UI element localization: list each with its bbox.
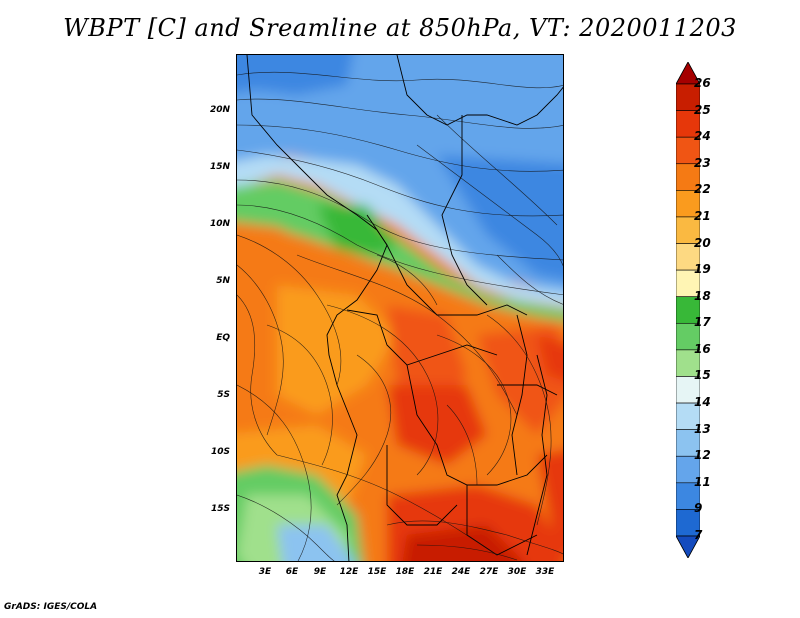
lat-label-5n: 5N bbox=[216, 276, 230, 286]
lon-label-15e: 15E bbox=[367, 567, 387, 577]
colorbar-bin bbox=[676, 216, 700, 244]
colorbar-label: 22 bbox=[694, 182, 711, 197]
colorbar-label: 16 bbox=[694, 341, 711, 356]
lon-label-9e: 9E bbox=[313, 567, 327, 577]
colorbar-bin bbox=[676, 110, 700, 138]
colorbar-label: 11 bbox=[694, 474, 711, 489]
colorbar-label: 15 bbox=[694, 368, 711, 383]
lon-label-21e: 21E bbox=[423, 567, 443, 577]
wbpt-field-map bbox=[237, 55, 563, 561]
streamlines bbox=[237, 71, 563, 561]
colorbar-bin bbox=[676, 243, 700, 271]
lat-label-10n: 10N bbox=[209, 219, 230, 229]
colorbar-label: 7 bbox=[694, 528, 703, 542]
lon-label-24e: 24E bbox=[451, 567, 471, 577]
map-title: WBPT [C] and Sreamline at 850hPa, VT: 20… bbox=[63, 14, 737, 42]
map-panel bbox=[236, 54, 564, 562]
colorbar-label: 12 bbox=[694, 448, 711, 463]
lat-label-15s: 15S bbox=[210, 504, 230, 514]
lon-label-6e: 6E bbox=[285, 567, 299, 577]
colorbar-bin bbox=[676, 163, 700, 191]
colorbar-label: 9 bbox=[694, 501, 703, 516]
colorbar-bin bbox=[676, 349, 700, 377]
colorbar-bin bbox=[676, 136, 700, 165]
lon-label-27e: 27E bbox=[479, 567, 499, 577]
lon-label-18e: 18E bbox=[395, 567, 415, 577]
colorbar bbox=[676, 62, 700, 558]
colorbar-label: 18 bbox=[694, 288, 711, 303]
lon-label-30e: 30E bbox=[507, 567, 527, 577]
colorbar-label: 26 bbox=[694, 76, 711, 90]
wbpt-shading bbox=[237, 55, 563, 561]
lat-label-eq: EQ bbox=[216, 333, 230, 343]
colorbar-label: 23 bbox=[694, 155, 711, 170]
lon-label-12e: 12E bbox=[339, 567, 359, 577]
colorbar-bin bbox=[676, 269, 700, 298]
lat-label-5s: 5S bbox=[217, 390, 230, 400]
lat-label-20n: 20N bbox=[209, 105, 230, 115]
colorbar-label: 24 bbox=[694, 129, 711, 144]
colorbar-label: 14 bbox=[694, 395, 711, 410]
lat-label-10s: 10S bbox=[210, 447, 230, 457]
colorbar-bin bbox=[676, 429, 700, 457]
country-borders bbox=[246, 55, 563, 561]
colorbar-label: 17 bbox=[694, 315, 711, 330]
colorbar-bin bbox=[676, 482, 700, 510]
colorbar-label: 20 bbox=[694, 235, 711, 250]
colorbar-label: 25 bbox=[694, 102, 711, 117]
colorbar-arrow-bottom bbox=[676, 535, 700, 558]
lon-label-33e: 33E bbox=[535, 567, 555, 577]
colorbar-label: 13 bbox=[694, 421, 711, 436]
colorbar-bin bbox=[676, 509, 700, 537]
colorbar-bin bbox=[676, 190, 700, 218]
lon-label-3e: 3E bbox=[258, 567, 272, 577]
footer-credit: GrADS: IGES/COLA bbox=[4, 602, 98, 612]
colorbar-label: 21 bbox=[694, 208, 711, 223]
colorbar-label: 19 bbox=[694, 262, 711, 277]
colorbar-bin bbox=[676, 376, 700, 404]
lat-label-15n: 15N bbox=[209, 162, 230, 172]
colorbar-bins bbox=[676, 62, 700, 558]
